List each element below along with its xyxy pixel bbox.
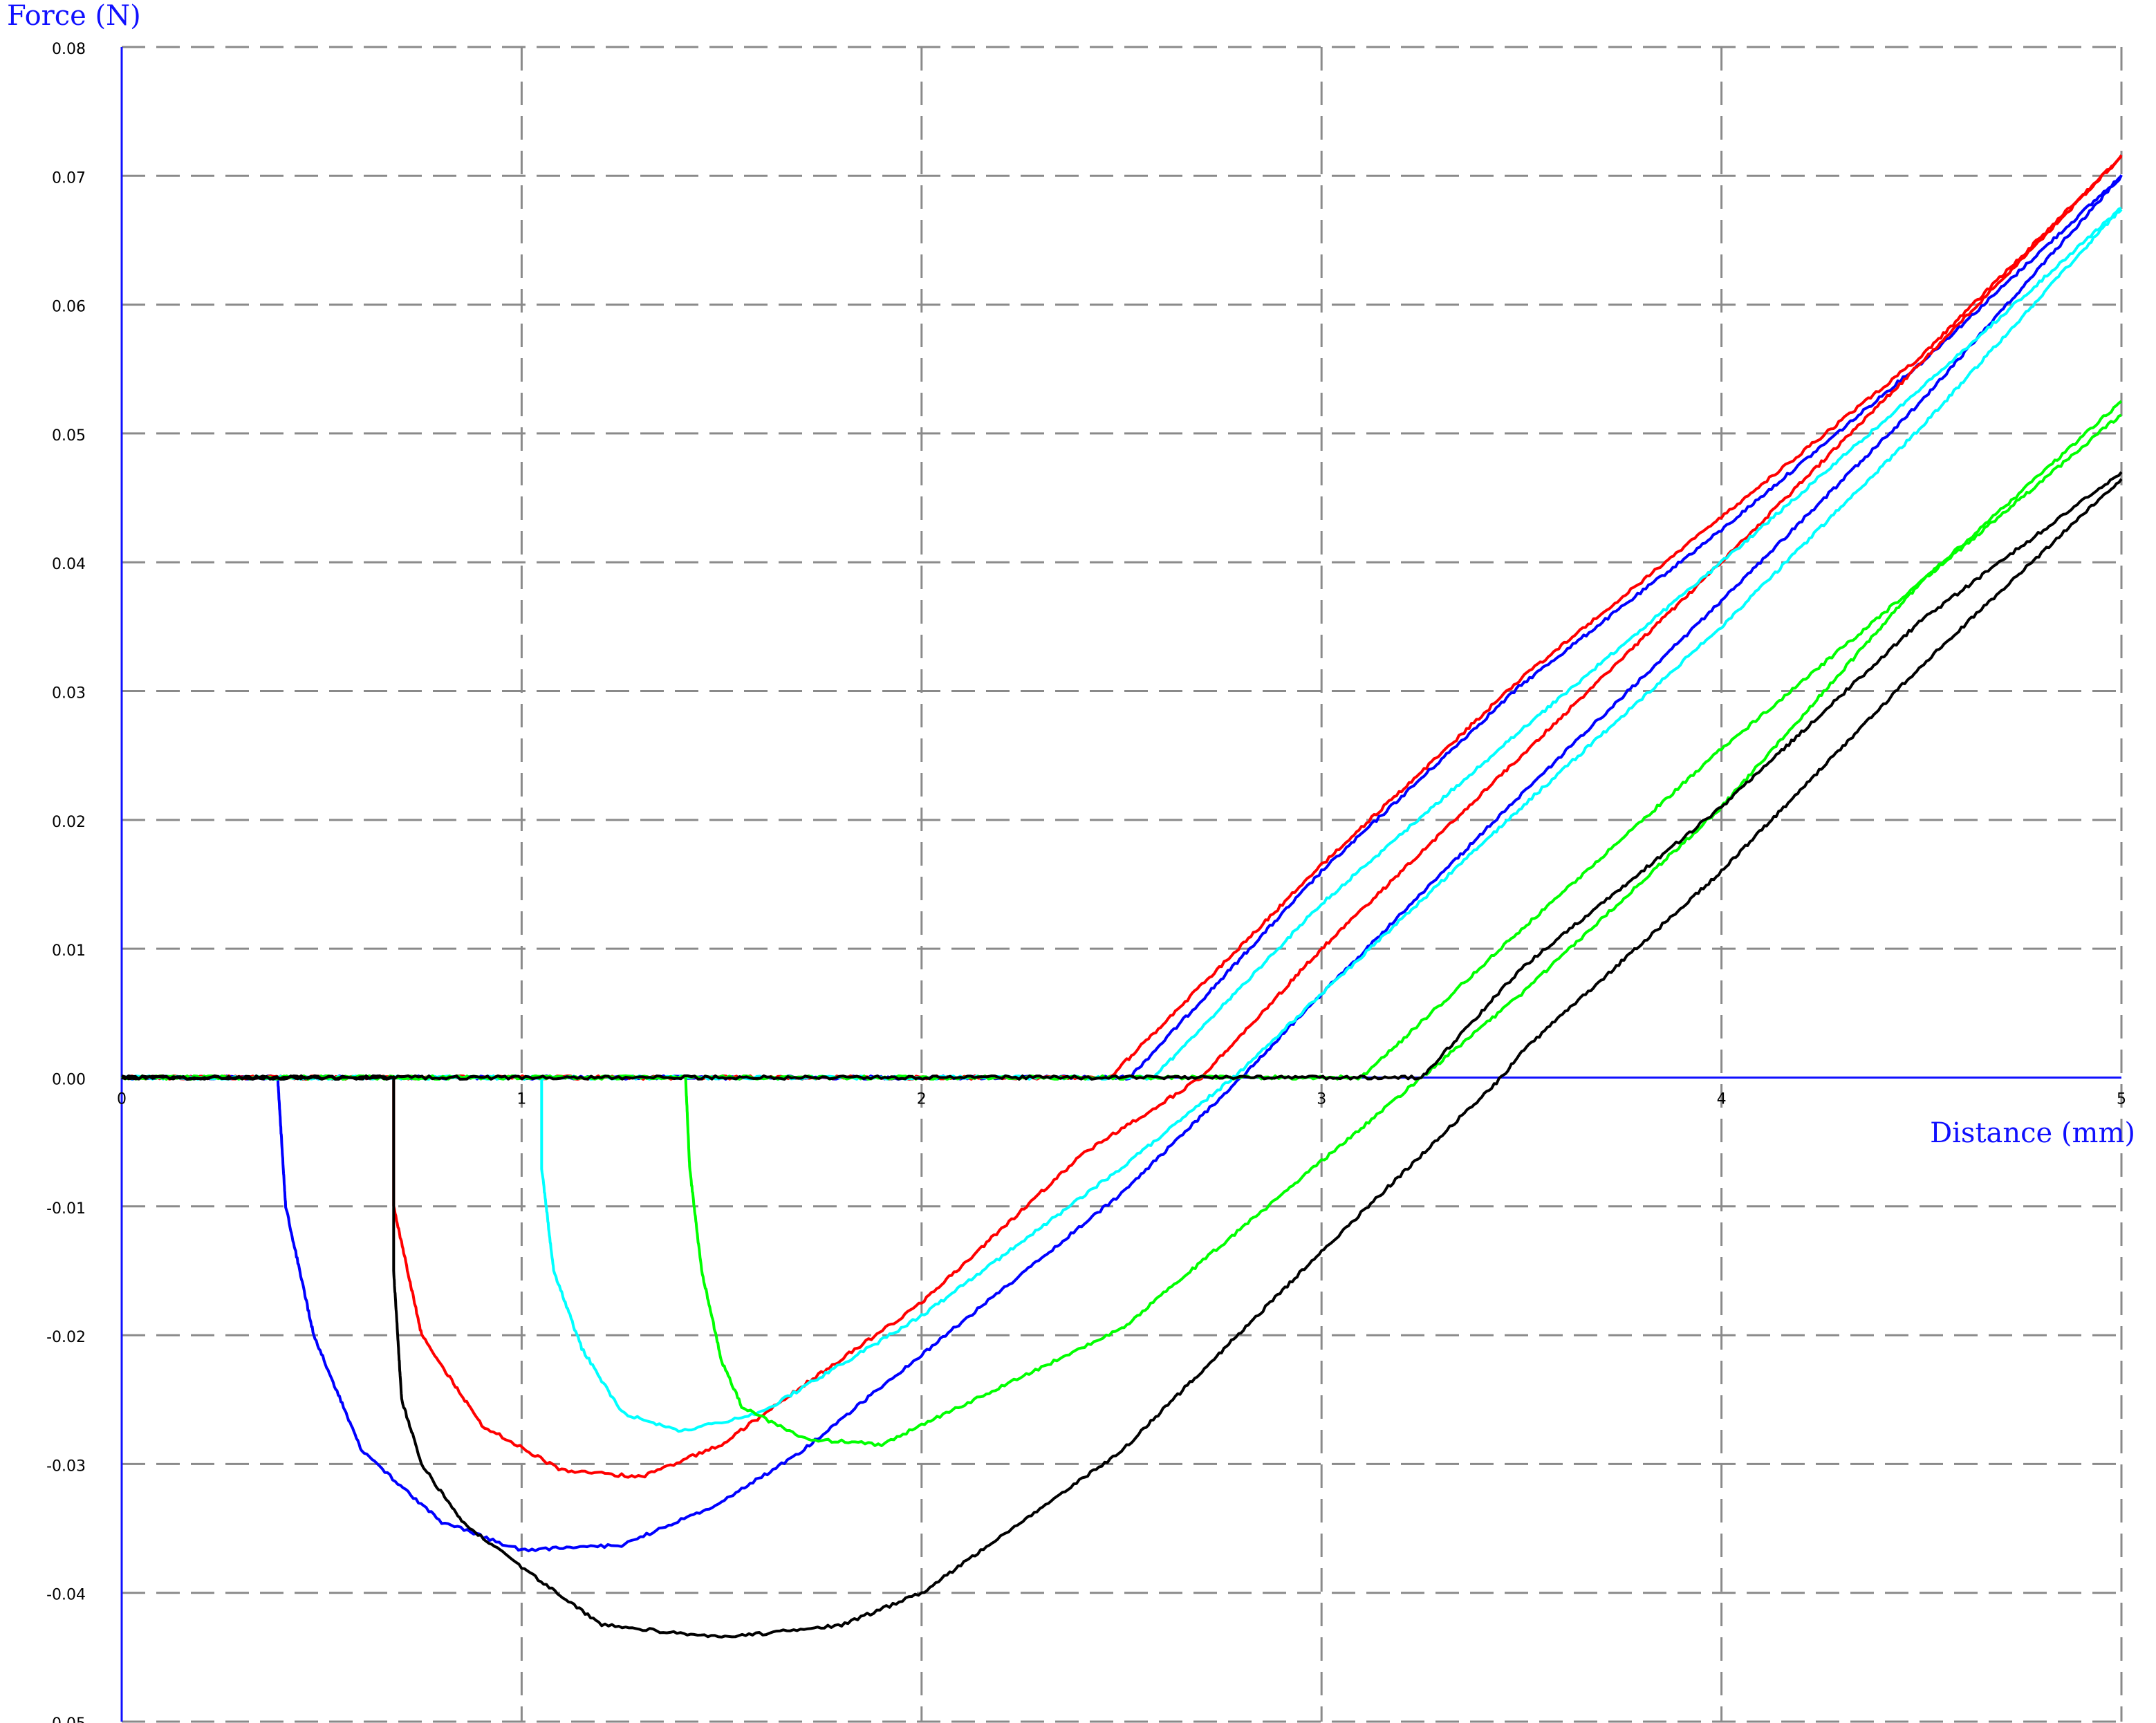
y-tick-label: 0.03 — [52, 685, 86, 702]
y-tick-label: 0.00 — [52, 1071, 86, 1088]
y-tick-label: -0.02 — [46, 1329, 86, 1346]
y-tick-label: -0.05 — [46, 1715, 86, 1723]
y-tick-label: -0.04 — [46, 1587, 86, 1604]
y-tick-label: 0.08 — [52, 41, 86, 58]
axes — [120, 47, 2121, 1722]
x-tick-label: 3 — [1317, 1090, 1326, 1108]
x-tick-label: 4 — [1717, 1090, 1727, 1108]
y-tick-label: 0.01 — [52, 942, 86, 960]
y-axis-title: Force (N) — [7, 0, 141, 32]
x-tick-label: 2 — [917, 1090, 927, 1108]
y-tick-label: 0.02 — [52, 814, 86, 831]
series-5-approach-line — [121, 471, 2123, 1081]
x-axis-title: Distance (mm) — [1930, 1117, 2135, 1149]
series-1-retract-line — [122, 174, 2123, 1553]
tick-labels: 0 1 2 3 4 5 0.08 0.07 0.06 0.05 0.04 0.03 0.02 0.01 0.… — [46, 41, 2126, 1723]
x-tick-label: 1 — [517, 1090, 526, 1108]
series-2-retract-line — [121, 154, 2123, 1479]
data-series — [120, 154, 2123, 1639]
y-tick-label: -0.03 — [46, 1457, 86, 1475]
series-5-retract-line — [121, 478, 2123, 1639]
x-tick-label: 5 — [2117, 1090, 2126, 1108]
series-2-approach-line — [121, 155, 2123, 1081]
y-tick-label: 0.04 — [52, 556, 86, 573]
series-1-approach-line — [121, 174, 2123, 1081]
y-tick-label: 0.05 — [52, 427, 86, 445]
y-tick-label: 0.07 — [52, 169, 86, 187]
y-tick-label: 0.06 — [52, 299, 86, 316]
x-tick-label: 0 — [117, 1090, 127, 1108]
y-tick-label: -0.01 — [46, 1200, 86, 1218]
series-4-approach-line — [120, 400, 2123, 1081]
series-4-retract-line — [121, 413, 2122, 1447]
grid-lines — [122, 46, 2123, 1723]
series-3-retract-line — [121, 208, 2123, 1433]
